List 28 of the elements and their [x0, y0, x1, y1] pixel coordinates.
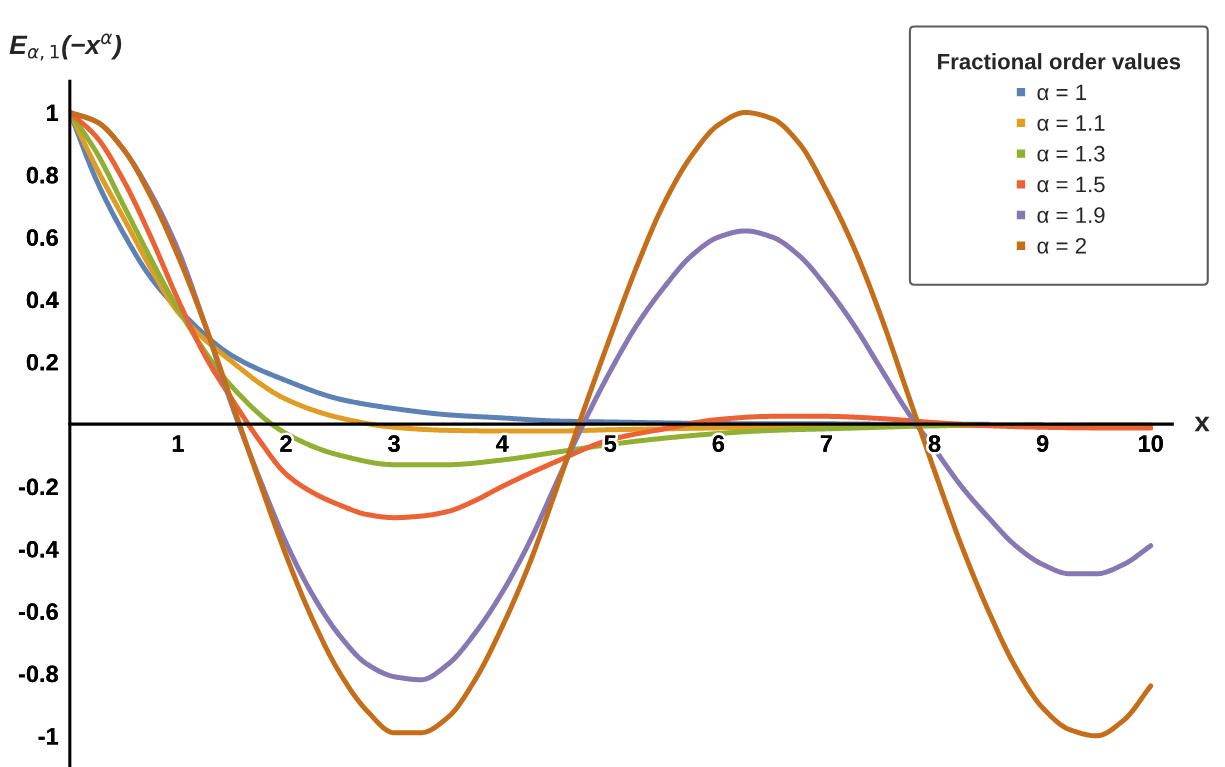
y-tick-label: -0.6 [18, 603, 58, 620]
y-tick-label: -0.2 [18, 478, 58, 496]
y-tick-label: 0.4 [26, 291, 59, 309]
legend-label: α = 1 [1037, 84, 1086, 101]
y-axis-title: E$_{α,1}$(−x$^{α}$) [9, 33, 122, 61]
legend-title: Fractional order values [938, 53, 1181, 70]
legend-label: α = 1.5 [1037, 176, 1105, 193]
legend-label: α = 1.3 [1037, 145, 1105, 162]
x-tick-label: 2 [280, 435, 292, 452]
legend-label: α = 1.1 [1037, 115, 1105, 131]
x-axis-title: x [1194, 416, 1210, 432]
x-tick-label: 6 [712, 435, 725, 452]
x-tick-label: 10 [1139, 435, 1163, 452]
x-tick-label: 3 [388, 435, 400, 452]
x-tick-label: 1 [172, 435, 184, 452]
x-tick-label: 7 [820, 435, 832, 452]
x-tick-label: 8 [928, 435, 941, 452]
y-tick-label: 1 [47, 104, 59, 122]
legend-label: α = 1.9 [1037, 207, 1105, 224]
legend-label: α = 2 [1037, 238, 1086, 254]
y-tick-label: 0.8 [26, 166, 58, 184]
y-tick-label: 0.2 [26, 353, 58, 371]
y-tick-label: 0.6 [26, 229, 58, 246]
x-tick-label: 4 [495, 435, 509, 452]
y-tick-label: -0.8 [18, 665, 58, 683]
y-tick-label: -0.4 [18, 540, 59, 558]
y-tick-label: -1 [38, 728, 59, 745]
x-tick-label: 9 [1036, 435, 1049, 452]
